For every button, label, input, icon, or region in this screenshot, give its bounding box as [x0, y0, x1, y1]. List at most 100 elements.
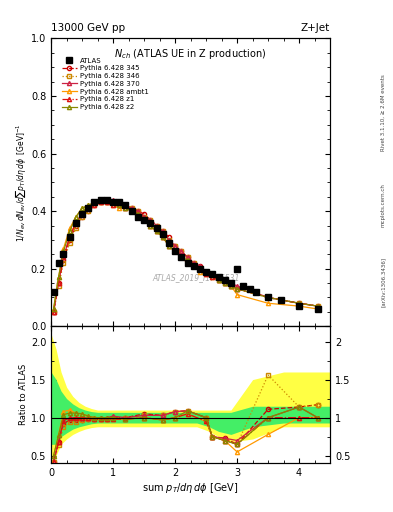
Pythia 6.428 370 — [142, 214, 147, 220]
Pythia 6.428 345 — [191, 260, 196, 266]
Pythia 6.428 z1 — [229, 283, 233, 289]
Line: Pythia 6.428 370: Pythia 6.428 370 — [51, 198, 320, 314]
Pythia 6.428 370 — [73, 220, 78, 226]
Pythia 6.428 370 — [117, 199, 122, 205]
Pythia 6.428 370 — [51, 309, 56, 315]
Pythia 6.428 346 — [61, 260, 66, 266]
Pythia 6.428 346 — [136, 208, 140, 214]
ATLAS — [315, 306, 320, 312]
Pythia 6.428 ambt1 — [73, 214, 78, 220]
Pythia 6.428 z1 — [204, 271, 208, 278]
ATLAS — [266, 294, 270, 301]
ATLAS — [173, 248, 178, 254]
Pythia 6.428 ambt1 — [129, 208, 134, 214]
Text: mcplots.cern.ch: mcplots.cern.ch — [381, 183, 386, 227]
Line: Pythia 6.428 345: Pythia 6.428 345 — [51, 200, 320, 314]
Pythia 6.428 z2 — [266, 294, 270, 301]
Pythia 6.428 z2 — [117, 202, 122, 208]
Pythia 6.428 346 — [73, 225, 78, 231]
Pythia 6.428 370 — [154, 222, 159, 228]
Pythia 6.428 z2 — [179, 254, 184, 260]
Pythia 6.428 ambt1 — [123, 205, 128, 211]
Pythia 6.428 345 — [142, 211, 147, 217]
Pythia 6.428 z1 — [67, 234, 72, 240]
X-axis label: sum $p_T/d\eta\,d\phi$ [GeV]: sum $p_T/d\eta\,d\phi$ [GeV] — [142, 481, 239, 495]
Pythia 6.428 ambt1 — [56, 274, 61, 281]
Pythia 6.428 z1 — [142, 217, 147, 223]
Pythia 6.428 345 — [154, 222, 159, 228]
Pythia 6.428 346 — [315, 303, 320, 309]
Pythia 6.428 ambt1 — [142, 217, 147, 223]
Pythia 6.428 346 — [185, 254, 190, 260]
Pythia 6.428 z1 — [222, 280, 227, 286]
ATLAS — [297, 303, 301, 309]
Pythia 6.428 370 — [86, 205, 91, 211]
Pythia 6.428 ambt1 — [179, 254, 184, 260]
Pythia 6.428 ambt1 — [136, 211, 140, 217]
Pythia 6.428 345 — [98, 199, 103, 205]
Pythia 6.428 z2 — [185, 257, 190, 263]
Pythia 6.428 346 — [80, 214, 84, 220]
ATLAS — [73, 220, 78, 226]
Pythia 6.428 370 — [123, 202, 128, 208]
Pythia 6.428 370 — [80, 211, 84, 217]
ATLAS — [123, 202, 128, 208]
Pythia 6.428 345 — [167, 234, 171, 240]
Pythia 6.428 ambt1 — [315, 306, 320, 312]
Pythia 6.428 346 — [117, 202, 122, 208]
Line: ATLAS: ATLAS — [51, 197, 321, 312]
Pythia 6.428 346 — [123, 202, 128, 208]
ATLAS — [241, 283, 246, 289]
Pythia 6.428 345 — [117, 202, 122, 208]
Line: Pythia 6.428 346: Pythia 6.428 346 — [51, 200, 320, 314]
Pythia 6.428 ambt1 — [167, 243, 171, 249]
Y-axis label: $1/N_{ev}\,dN_{ev}/d\!\sum p_T/d\eta\,d\phi\;\;[\mathrm{GeV}]^{-1}$: $1/N_{ev}\,dN_{ev}/d\!\sum p_T/d\eta\,d\… — [14, 123, 28, 242]
Pythia 6.428 345 — [235, 286, 239, 292]
Pythia 6.428 345 — [123, 202, 128, 208]
Pythia 6.428 z2 — [123, 205, 128, 211]
Pythia 6.428 345 — [173, 243, 178, 249]
ATLAS — [51, 289, 56, 295]
Pythia 6.428 ambt1 — [117, 205, 122, 211]
Pythia 6.428 346 — [56, 283, 61, 289]
Pythia 6.428 z2 — [111, 199, 116, 205]
Pythia 6.428 346 — [51, 309, 56, 315]
Pythia 6.428 345 — [67, 237, 72, 243]
Pythia 6.428 z2 — [297, 300, 301, 306]
Pythia 6.428 z2 — [56, 274, 61, 281]
Pythia 6.428 370 — [266, 294, 270, 301]
Pythia 6.428 z2 — [204, 268, 208, 274]
ATLAS — [235, 266, 239, 272]
Pythia 6.428 370 — [148, 217, 152, 223]
Pythia 6.428 ambt1 — [80, 205, 84, 211]
Pythia 6.428 z1 — [148, 222, 152, 228]
Pythia 6.428 346 — [266, 294, 270, 301]
Pythia 6.428 ambt1 — [67, 225, 72, 231]
Pythia 6.428 346 — [173, 243, 178, 249]
Pythia 6.428 ambt1 — [86, 202, 91, 208]
ATLAS — [67, 234, 72, 240]
Pythia 6.428 z1 — [98, 199, 103, 205]
Pythia 6.428 346 — [216, 277, 221, 283]
Pythia 6.428 346 — [142, 214, 147, 220]
Pythia 6.428 z1 — [123, 205, 128, 211]
Pythia 6.428 370 — [216, 274, 221, 281]
Pythia 6.428 z1 — [235, 286, 239, 292]
ATLAS — [154, 225, 159, 231]
Pythia 6.428 ambt1 — [210, 274, 215, 281]
Pythia 6.428 345 — [160, 228, 165, 234]
Pythia 6.428 346 — [129, 205, 134, 211]
Pythia 6.428 z2 — [61, 248, 66, 254]
Pythia 6.428 370 — [179, 248, 184, 254]
Pythia 6.428 345 — [222, 277, 227, 283]
Pythia 6.428 345 — [179, 248, 184, 254]
Pythia 6.428 ambt1 — [191, 263, 196, 269]
Pythia 6.428 z2 — [129, 208, 134, 214]
Pythia 6.428 z2 — [210, 271, 215, 278]
Pythia 6.428 z1 — [129, 208, 134, 214]
Pythia 6.428 370 — [204, 268, 208, 274]
Pythia 6.428 345 — [229, 280, 233, 286]
Pythia 6.428 370 — [229, 280, 233, 286]
Pythia 6.428 370 — [56, 280, 61, 286]
Pythia 6.428 345 — [86, 208, 91, 214]
